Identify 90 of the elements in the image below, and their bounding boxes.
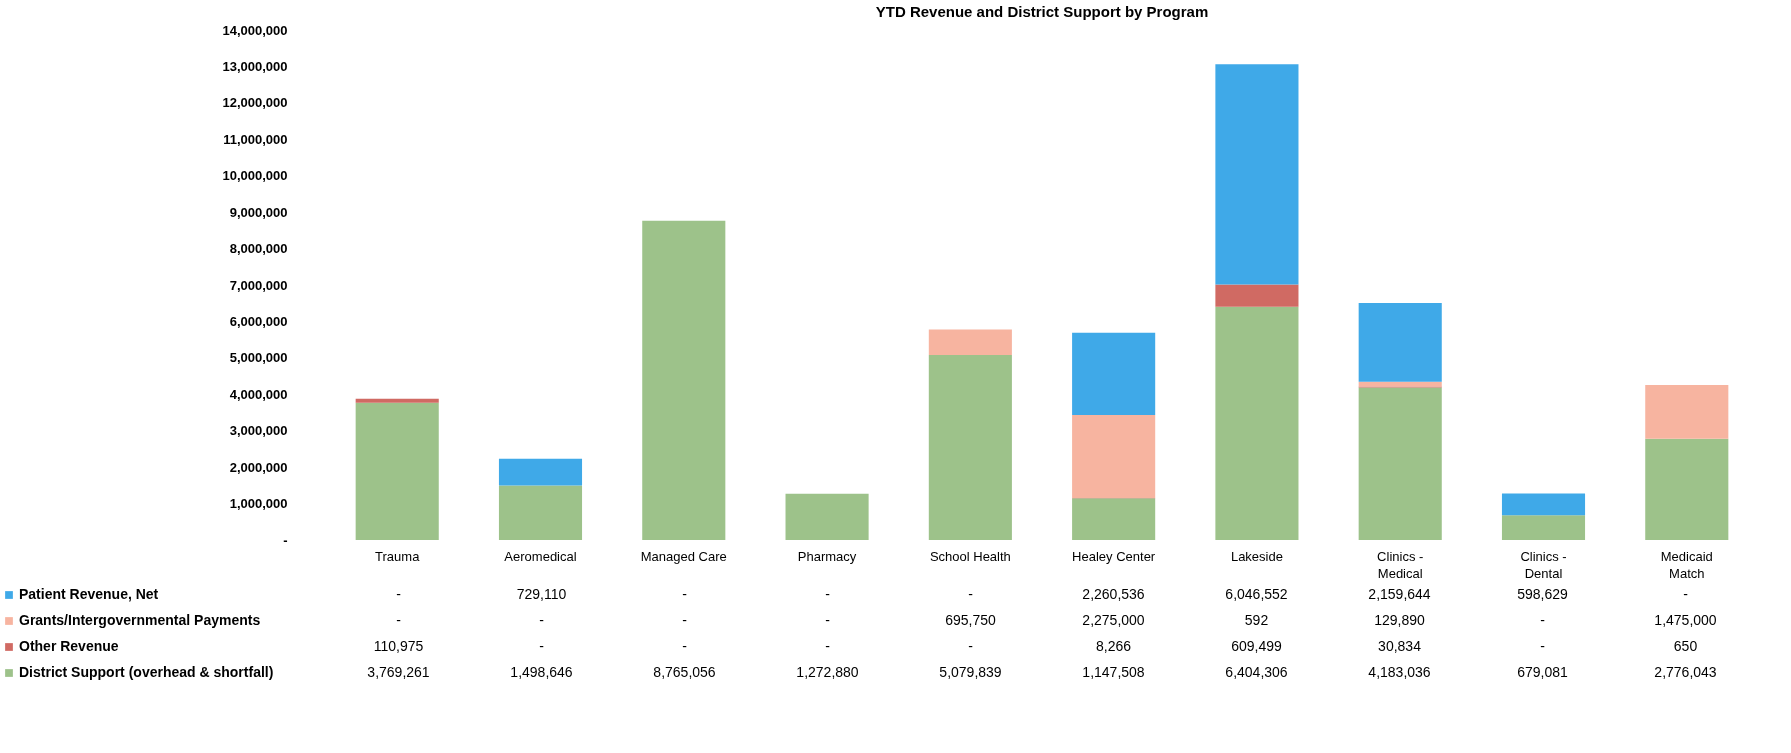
data-label: 2,159,644 xyxy=(1368,586,1431,602)
y-tick-label: 1,000,000 xyxy=(229,496,288,512)
y-tick-label: 2,000,000 xyxy=(229,459,288,475)
y-tick-label: 4,000,000 xyxy=(229,386,288,402)
data-label: 598,629 xyxy=(1517,586,1569,602)
x-tick-label: Pharmacy xyxy=(797,548,857,564)
bar xyxy=(1358,387,1442,540)
y-tick-label: 7,000,000 xyxy=(229,277,288,293)
data-label: 2,260,536 xyxy=(1082,586,1145,602)
bar xyxy=(1215,64,1299,285)
text: - xyxy=(1540,638,1545,654)
x-tick-label: Trauma xyxy=(375,548,421,564)
y-tick-label: 10,000,000 xyxy=(222,168,288,184)
bar xyxy=(1501,515,1586,540)
text: - xyxy=(1540,612,1545,628)
text: - xyxy=(682,612,687,628)
data-label: 129,890 xyxy=(1374,612,1426,628)
text: - xyxy=(539,612,544,628)
data-label: 30,834 xyxy=(1378,638,1422,654)
data-label: 5,079,839 xyxy=(939,664,1002,680)
bar xyxy=(928,329,1012,355)
text: - xyxy=(825,612,830,628)
bar xyxy=(1215,306,1299,540)
x-tick-label: Managed Care xyxy=(640,548,727,564)
x-tick-label: Clinics - Medical xyxy=(1377,548,1424,581)
data-label: 8,266 xyxy=(1095,638,1132,654)
text: - xyxy=(968,586,973,602)
data-label: 679,081 xyxy=(1517,664,1569,680)
x-tick-label: Medicaid Match xyxy=(1660,548,1713,581)
text: - xyxy=(825,638,830,654)
y-tick-label: 3,000,000 xyxy=(229,423,288,439)
data-label: 8,765,056 xyxy=(653,664,716,680)
y-tick-label: 13,000,000 xyxy=(222,58,288,74)
y-tick-label: 11,000,000 xyxy=(223,131,288,147)
data-label: 1,475,000 xyxy=(1654,612,1717,628)
legend-label: District Support (overhead & shortfall) xyxy=(19,664,274,680)
legend-label: Grants/Intergovernmental Payments xyxy=(19,612,261,628)
bar xyxy=(1072,498,1156,540)
bar xyxy=(1645,385,1729,439)
data-label: 2,776,043 xyxy=(1654,664,1717,680)
chart-title: YTD Revenue and District Support by Program xyxy=(875,3,1209,20)
text: - xyxy=(825,586,830,602)
x-tick-label: School Health xyxy=(929,548,1011,564)
text: - xyxy=(396,612,401,628)
bar xyxy=(1215,284,1299,307)
bar xyxy=(498,485,583,540)
bar xyxy=(785,493,869,540)
bar xyxy=(1072,332,1156,416)
data-label: 1,498,646 xyxy=(510,664,573,680)
y-tick-label: 12,000,000 xyxy=(222,95,288,111)
text: - xyxy=(968,638,973,654)
data-label: 729,110 xyxy=(516,586,567,602)
y-tick-label: 9,000,000 xyxy=(229,204,288,220)
data-label: 3,769,261 xyxy=(367,664,430,680)
x-tick-label: Clinics - Dental xyxy=(1520,548,1567,581)
data-label: 4,183,036 xyxy=(1368,664,1431,680)
data-label: 609,499 xyxy=(1231,638,1283,654)
bar xyxy=(1072,415,1156,498)
bar xyxy=(928,354,1012,540)
x-tick-label: Aeromedical xyxy=(504,548,577,564)
text: - xyxy=(682,638,687,654)
data-label: 2,275,000 xyxy=(1082,612,1145,628)
bar xyxy=(1358,303,1442,382)
text: - xyxy=(1683,586,1688,602)
bar xyxy=(1645,438,1729,540)
y-tick-label: - xyxy=(283,532,288,548)
data-label: 1,272,880 xyxy=(796,664,859,680)
legend-label: Patient Revenue, Net xyxy=(19,586,159,602)
text: - xyxy=(682,586,687,602)
data-label: 650 xyxy=(1673,638,1698,654)
bar xyxy=(1501,493,1586,516)
data-label: 6,046,552 xyxy=(1225,586,1288,602)
text: - xyxy=(539,638,544,654)
y-tick-label: 5,000,000 xyxy=(229,350,288,366)
bar xyxy=(642,220,726,540)
y-tick-label: 14,000,000 xyxy=(222,22,288,38)
bar xyxy=(355,402,439,540)
data-label: 695,750 xyxy=(945,612,997,628)
data-label: 1,147,508 xyxy=(1082,664,1145,680)
y-tick-label: 8,000,000 xyxy=(229,241,288,257)
legend-label: Other Revenue xyxy=(19,638,119,654)
data-label: 110,975 xyxy=(373,638,424,654)
bar xyxy=(355,398,439,403)
bar xyxy=(498,458,583,486)
x-tick-label: Lakeside xyxy=(1230,548,1283,564)
x-tick-label: Healey Center xyxy=(1072,548,1156,564)
data-label: 6,404,306 xyxy=(1225,664,1288,680)
text: - xyxy=(396,586,401,602)
data-label: 592 xyxy=(1244,612,1269,628)
y-tick-label: 6,000,000 xyxy=(229,313,288,329)
